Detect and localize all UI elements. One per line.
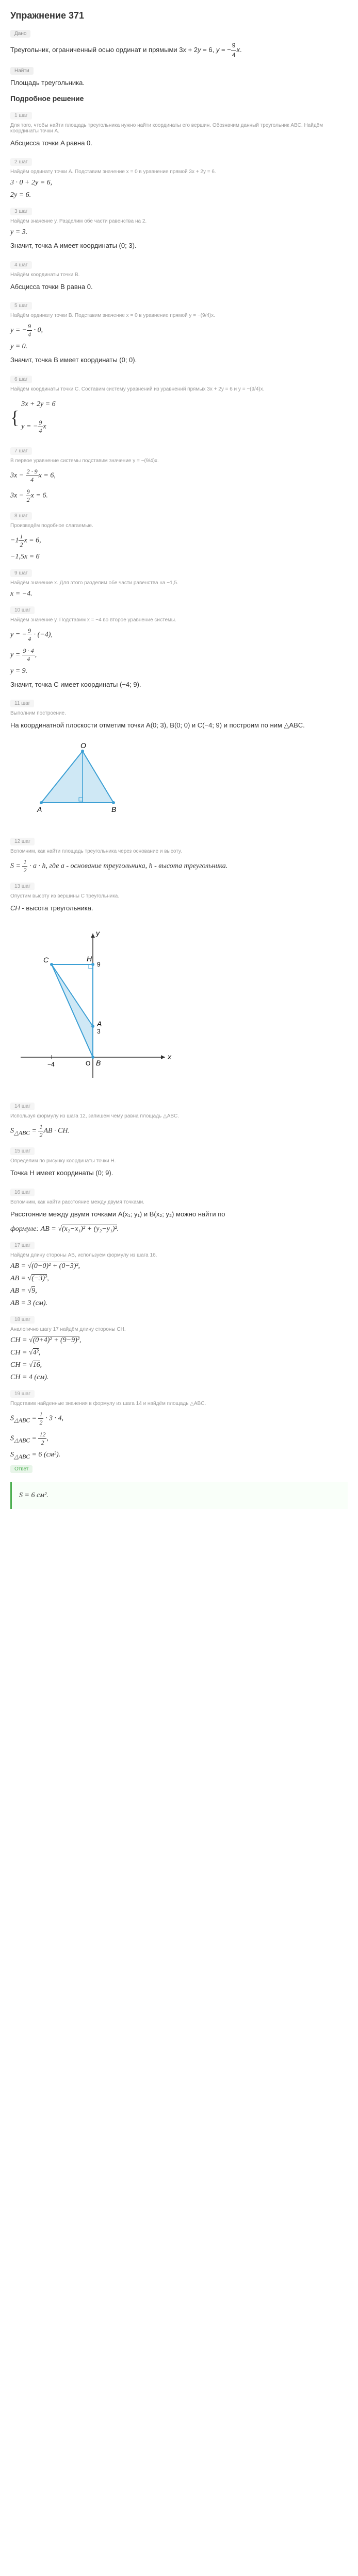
step-hint: Вспомним, как найти расстояние между дву… [10,1199,348,1205]
svg-text:−4: −4 [47,1061,55,1068]
step-label: 13 шаг [10,883,35,890]
step-label: 1 шаг [10,112,32,120]
step-hint: Для того, чтобы найти площадь треугольни… [10,123,348,134]
step-label: 19 шаг [10,1390,35,1398]
step-conclusion: Значит, точка B имеет координаты (0; 0). [10,355,348,365]
answer-label: Ответ [10,1465,32,1473]
step-label: 18 шаг [10,1316,35,1324]
svg-text:3: 3 [97,1028,101,1035]
step-label: 8 шаг [10,512,32,520]
step-hint: Найдём ординату точки A. Подставим значе… [10,169,348,175]
exercise-title: Упражнение 371 [10,10,348,21]
formula: CH = 4 (см). [10,1374,348,1382]
formula: CH = √(0+4)² + (9−9)², [10,1336,348,1345]
step-text: Абсцисса точки B равна 0. [10,282,348,292]
answer-text: S = 6 см². [19,1492,340,1500]
step-label: 6 шаг [10,376,32,383]
svg-text:O: O [86,1060,90,1067]
formula: 3x − 92x = 6. [10,488,348,504]
svg-text:y: y [95,929,100,937]
step-text: Точка H имеет координаты (0; 9). [10,1168,348,1178]
svg-text:A: A [37,805,42,814]
step-hint: Найдём координаты точки C. Составим сист… [10,386,348,392]
given-text: Треугольник, ограниченный осью ординат и… [10,41,348,60]
svg-text:B: B [96,1059,101,1067]
step-hint: Найдём значение x. Для этого разделим об… [10,580,348,586]
step-hint: Подставив найденные значения в формулу и… [10,1401,348,1406]
formula: 3x − 2 · 94x = 6, [10,468,348,484]
formula: AB = √9, [10,1287,348,1295]
step-label: 11 шаг [10,700,34,707]
formula: AB = √(0−0)² + (0−3)², [10,1262,348,1270]
step-hint: Опустим высоту из вершины C треугольника… [10,893,348,899]
svg-text:B: B [111,805,116,814]
step-label: 4 шаг [10,261,32,269]
svg-text:O: O [80,741,86,750]
answer-box: S = 6 см². [10,1482,348,1509]
step-text: Расстояние между двумя точками A(x₁; y₁)… [10,1209,348,1219]
formula: S△ABC = 12 · 3 · 4, [10,1411,348,1427]
formula: CH = √4², [10,1349,348,1357]
coordinate-figure: x y C H 9 A 3 B O −4 [10,923,348,1088]
formula: y = 9. [10,667,348,675]
step-conclusion: Значит, точка C имеет координаты (−4; 9)… [10,680,348,690]
step-conclusion: Значит, точка A имеет координаты (0; 3). [10,241,348,251]
step-label: 5 шаг [10,302,32,310]
step-label: 7 шаг [10,447,32,455]
equation-system: { 3x + 2y = 6 y = −94x [10,396,348,439]
step-text: Абсцисса точки A равна 0. [10,138,348,148]
formula: 2y = 6. [10,191,348,199]
step-hint: Найдём ординату точки B. Подставим значе… [10,313,348,318]
step-hint: Определим по рисунку координаты точки H. [10,1158,348,1164]
step-hint: В первое уравнение системы подставим зна… [10,458,348,464]
step-hint: Аналогично шагу 17 найдём длину стороны … [10,1327,348,1332]
step-label: 9 шаг [10,569,32,577]
formula: −112x = 6, [10,533,348,549]
step-label: 16 шаг [10,1189,35,1196]
step-label: 17 шаг [10,1242,35,1249]
step-label: 15 шаг [10,1147,35,1155]
find-label: Найти [10,67,34,75]
step-label: 14 шаг [10,1103,35,1110]
solution-header: Подробное решение [10,94,348,103]
formula: 3 · 0 + 2y = 6, [10,179,348,187]
step-hint: Используя формулу из шага 12, запишем че… [10,1113,348,1119]
step-hint: Найдём длину стороны AB, используем форм… [10,1252,348,1258]
step-hint: Выполним построение. [10,710,348,716]
formula: S = 12 · a · h, где a - основание треуго… [10,858,348,874]
svg-text:x: x [167,1053,172,1061]
formula: y = −94 · 0, [10,323,348,338]
formula: формуле: AB = √(x₂−x₁)² + (y₂−y₁)². [10,1225,348,1233]
formula: y = 3. [10,228,348,236]
step-hint: Найдём координаты точки B. [10,272,348,278]
step-hint: Произведём подобное слагаемые. [10,523,348,529]
svg-text:C: C [43,956,49,964]
formula: y = 9 · 44, [10,647,348,663]
formula: AB = 3 (см). [10,1299,348,1308]
given-label: Дано [10,30,30,38]
formula: S△ABC = 12AB · CH. [10,1123,348,1139]
step-label: 2 шаг [10,158,32,166]
step-label: 3 шаг [10,208,32,215]
svg-text:A: A [96,1020,102,1028]
step-text: На координатной плоскости отметим точки … [10,720,348,731]
formula: S△ABC = 122, [10,1431,348,1447]
formula: CH = √16, [10,1361,348,1369]
step-text: CH - высота треугольника. [10,903,348,913]
step-label: 10 шаг [10,606,35,614]
step-label: 12 шаг [10,838,35,845]
triangle-figure-1: A B O [10,741,348,823]
formula: x = −4. [10,590,348,598]
step-hint: Найдём значение y. Подставим x = −4 во в… [10,617,348,623]
formula: AB = √(−3)², [10,1275,348,1283]
svg-text:9: 9 [97,961,101,968]
formula: S△ABC = 6 (см²). [10,1451,348,1460]
step-hint: Вспомним, как найти площадь треугольника… [10,849,348,854]
formula: y = 0. [10,343,348,351]
step-hint: Найдём значение y. Разделим обе части ра… [10,218,348,224]
svg-text:H: H [87,955,92,963]
formula: −1,5x = 6 [10,553,348,561]
find-text: Площадь треугольника. [10,78,348,88]
formula: y = −94 · (−4), [10,627,348,643]
